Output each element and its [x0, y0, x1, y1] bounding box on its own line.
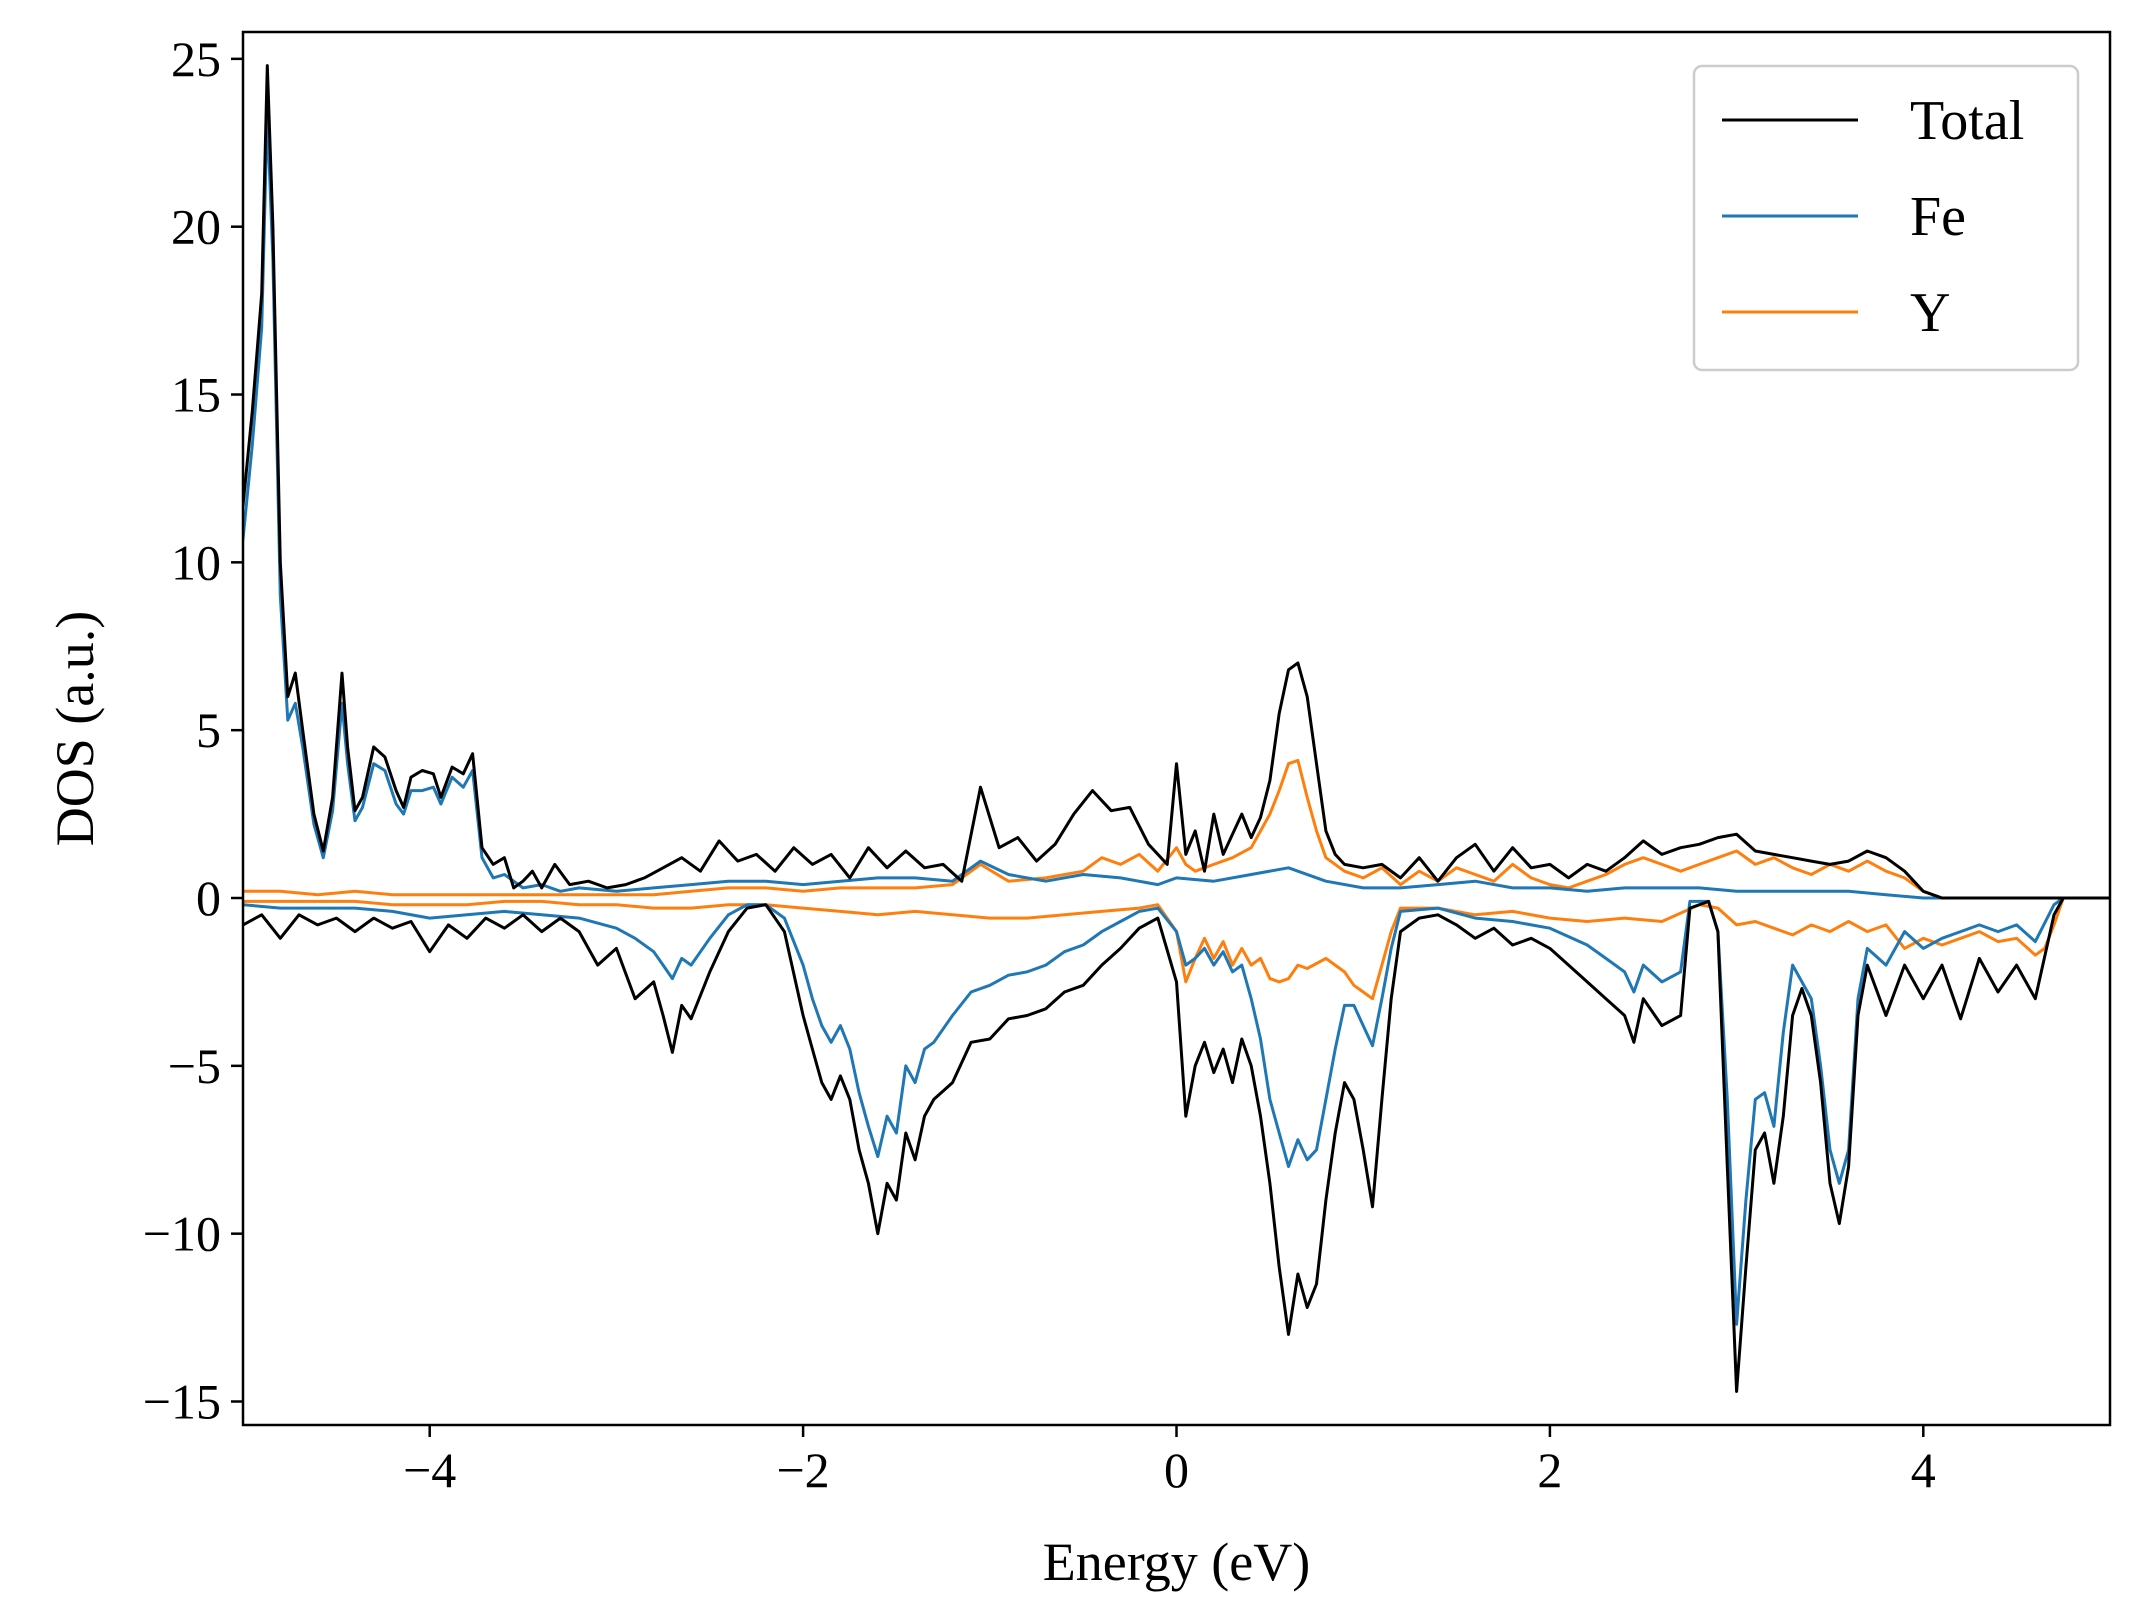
series-line-y-spin-up: [243, 758, 2110, 900]
legend-box: [1692, 64, 2080, 372]
x-axis-label: Energy (eV): [1043, 1532, 1310, 1592]
legend-label-total: Total: [1910, 90, 2024, 152]
legend: Total Fe Y: [1692, 64, 2080, 372]
y-axis-label: DOS (a.u.): [45, 611, 105, 846]
x-axis-ticks: −4 −2 0 2 4: [403, 1425, 1936, 1498]
y-tick-label: −15: [143, 1374, 221, 1430]
series-line-total-spin-up: [243, 64, 2110, 900]
x-tick-label: 2: [1537, 1442, 1562, 1498]
series-line-fe-spin-down: [243, 896, 2110, 1326]
y-tick-label: −5: [168, 1038, 221, 1094]
series-layer: [243, 64, 2110, 1393]
x-tick-label: 0: [1164, 1442, 1189, 1498]
series-line-fe-spin-up: [243, 111, 2110, 900]
series-line-total-spin-down: [243, 896, 2110, 1393]
x-tick-label: 4: [1911, 1442, 1936, 1498]
y-tick-label: −10: [143, 1206, 221, 1262]
y-tick-label: 15: [171, 367, 221, 423]
y-axis-ticks: −15 −10 −5 0 5 10 15 20 25: [143, 31, 243, 1430]
series-line-y-spin-down: [243, 896, 2110, 1001]
x-tick-label: −4: [403, 1442, 456, 1498]
y-tick-label: 10: [171, 534, 221, 590]
x-tick-label: −2: [776, 1442, 829, 1498]
y-tick-label: 20: [171, 199, 221, 255]
y-tick-label: 5: [196, 702, 221, 758]
legend-label-y: Y: [1910, 282, 1950, 344]
legend-label-fe: Fe: [1910, 186, 1966, 248]
y-tick-label: 25: [171, 31, 221, 87]
y-tick-label: 0: [196, 870, 221, 926]
